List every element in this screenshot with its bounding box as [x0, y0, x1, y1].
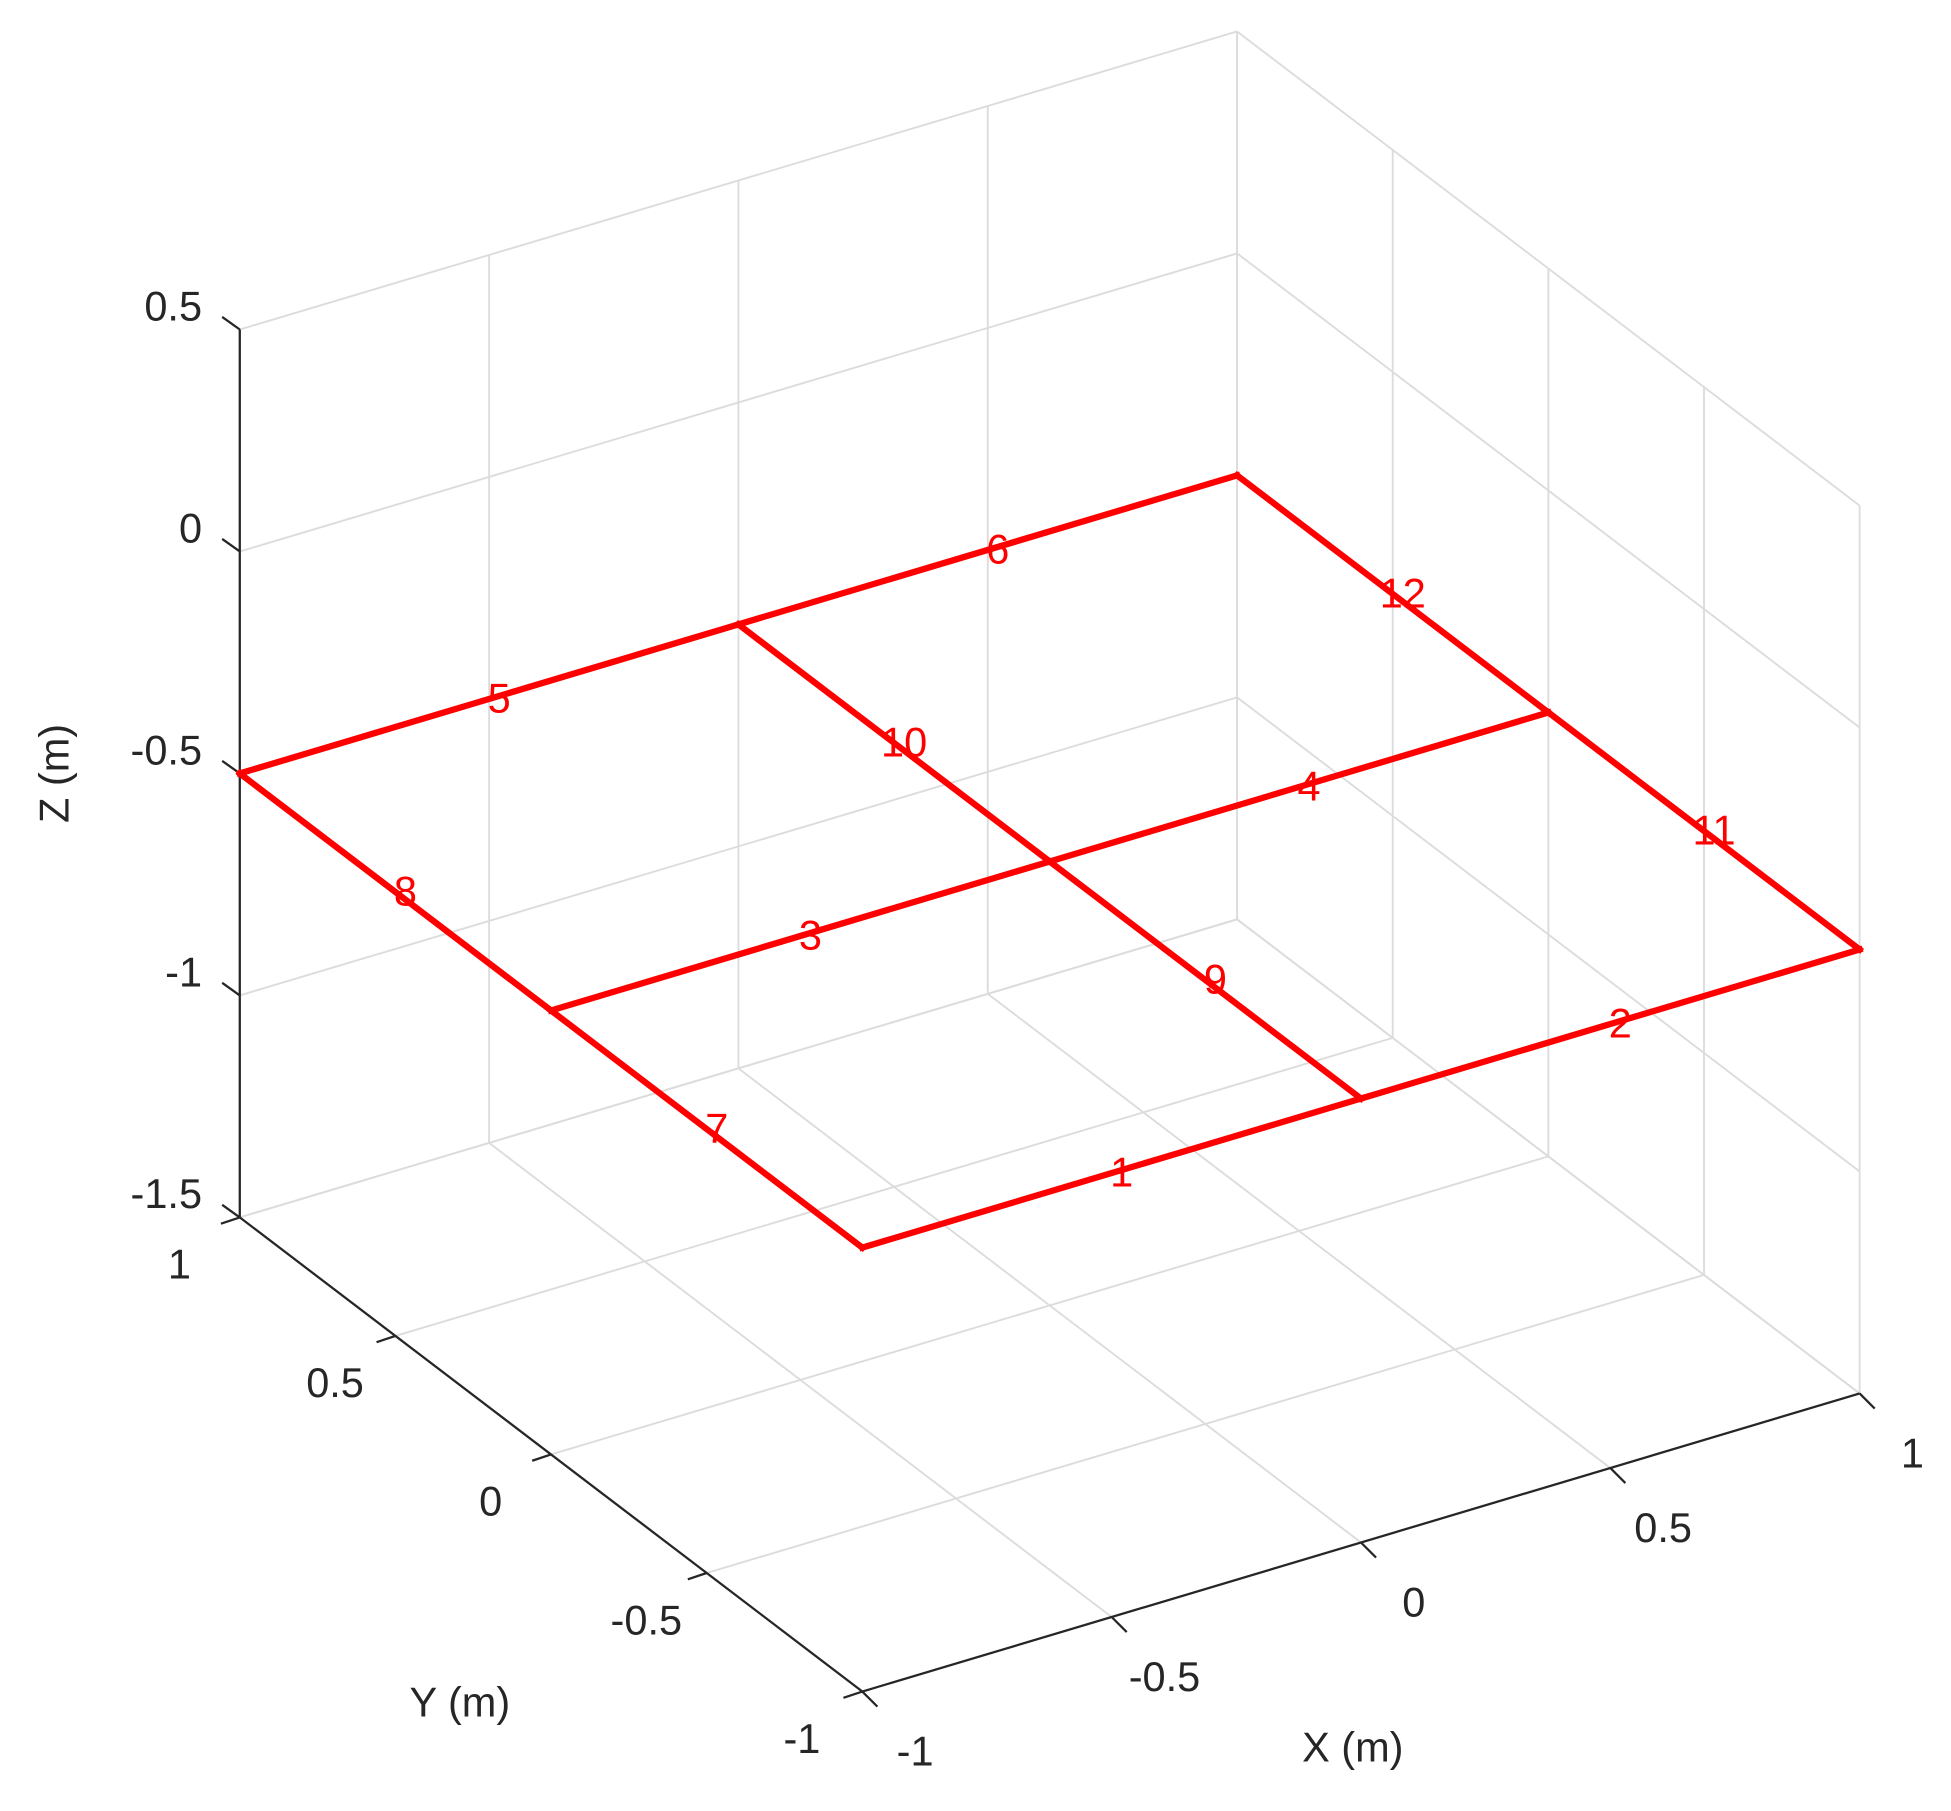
z-tick-label: -0.5: [131, 726, 203, 773]
grid-line: [550, 1155, 1549, 1456]
z-tick-label: 0: [179, 504, 202, 551]
segment-label: 5: [488, 674, 511, 721]
y-tick: [843, 1690, 863, 1699]
z-tick: [221, 981, 241, 997]
z-tick: [221, 537, 241, 553]
y-tick: [531, 1453, 552, 1462]
data-line: [1232, 470, 1553, 717]
z-tick-label: -1: [165, 948, 202, 995]
x-tick: [861, 1690, 879, 1708]
grid-line: [239, 252, 1238, 553]
data-line: [546, 1006, 867, 1252]
segment-label: 6: [986, 525, 1009, 572]
x-tick-label: -1: [897, 1727, 934, 1774]
y-tick-label: 0: [479, 1478, 502, 1525]
z-axis-title: Z (m): [30, 724, 77, 823]
grid-line: [706, 1274, 1705, 1574]
grid-line: [1236, 30, 1861, 507]
y-tick-label: -1: [783, 1715, 820, 1762]
segment-label: 10: [881, 718, 927, 765]
segment-label: 8: [394, 867, 417, 914]
segment-label: 7: [705, 1105, 728, 1152]
z-tick: [221, 1203, 241, 1219]
data-line: [1357, 945, 1864, 1103]
x-tick: [1609, 1467, 1627, 1484]
z-tick-label: -1.5: [131, 1170, 203, 1217]
segment-label: 4: [1298, 762, 1321, 809]
grid-line: [1236, 252, 1861, 729]
data-line: [547, 857, 1054, 1015]
segment-label: 1: [1110, 1149, 1133, 1196]
y-tick-label: 1: [168, 1241, 191, 1288]
y-axis-title: Y (m): [410, 1678, 511, 1725]
z-tick: [221, 316, 241, 331]
y-tick: [376, 1334, 396, 1344]
segment-label: 11: [1693, 806, 1736, 853]
segment-label: 9: [1204, 955, 1227, 1002]
x-tick: [1360, 1541, 1377, 1559]
grid-line: [1236, 918, 1861, 1395]
x-tick-label: -0.5: [1129, 1653, 1201, 1700]
grid-line: [239, 918, 1238, 1219]
grid-line: [395, 1036, 1393, 1337]
x-tick: [1110, 1616, 1128, 1633]
grid-line: [239, 30, 1238, 331]
data-line: [734, 471, 1242, 629]
x-axis-title: X (m): [1302, 1724, 1403, 1771]
data-line: [858, 1094, 1365, 1252]
data-line: [235, 769, 556, 1015]
y-tick-label: -0.5: [611, 1596, 683, 1643]
data-line: [734, 620, 1055, 866]
segment-label: 2: [1609, 1000, 1632, 1047]
x-tick-label: 1: [1901, 1429, 1924, 1476]
grid-line: [239, 696, 1238, 997]
data-line: [1045, 708, 1553, 866]
data-line: [1045, 857, 1366, 1103]
data-line: [235, 620, 743, 778]
y-tick-label: 0.5: [306, 1359, 364, 1406]
segment-label: 3: [799, 911, 822, 958]
segment-label: 12: [1380, 569, 1426, 616]
x-tick-label: 0: [1402, 1578, 1425, 1625]
axes: -1 -0.5 0 0.5 1 -1 -0.5 0 0.5 1 -1.5 -1 -0.5 0 0.5: [131, 282, 1924, 1774]
y-tick: [687, 1571, 708, 1581]
z-tick-label: 0.5: [144, 282, 202, 329]
x-tick-label: 0.5: [1634, 1504, 1692, 1551]
data-line: [1543, 708, 1865, 954]
x-tick: [1858, 1392, 1876, 1410]
y-tick: [220, 1216, 241, 1225]
